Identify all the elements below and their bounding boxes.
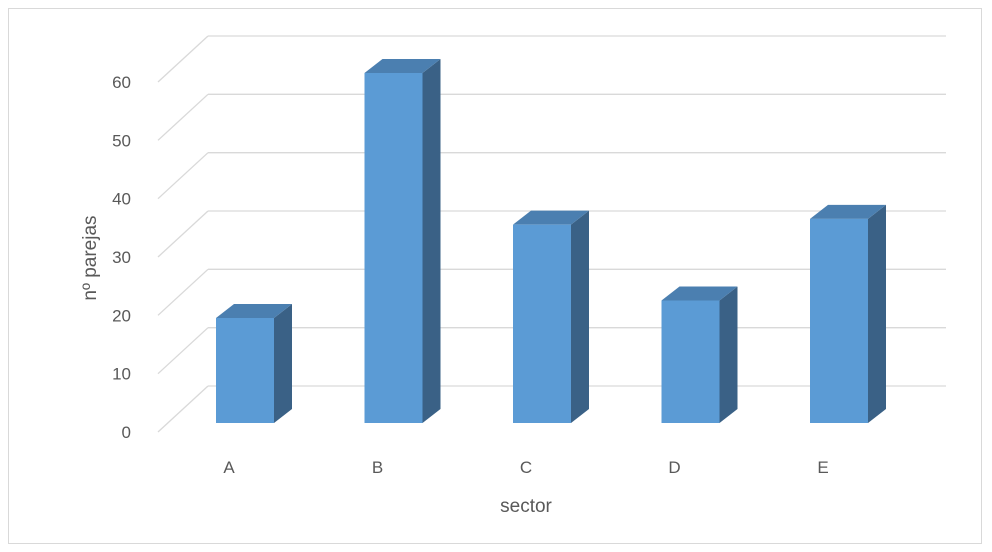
gridline — [157, 93, 946, 141]
y-axis-ticks: 0 10 20 30 40 50 60 — [112, 73, 131, 442]
bar-side — [571, 210, 589, 423]
y-tick-label: 40 — [112, 190, 131, 209]
bar-front — [810, 218, 868, 423]
bar-side — [422, 59, 441, 423]
x-tick-label: C — [520, 458, 532, 477]
bar-side — [868, 204, 886, 423]
bar-front — [364, 73, 423, 423]
bar-C — [513, 210, 589, 423]
x-tick-label: B — [372, 458, 383, 477]
x-axis-title: sector — [500, 496, 552, 517]
x-axis-ticks: A B C D E — [223, 458, 828, 477]
gridline — [157, 152, 946, 200]
bar-front — [661, 300, 720, 423]
bar-top — [513, 210, 589, 225]
bar-side — [719, 286, 738, 423]
y-tick-label: 10 — [112, 365, 131, 384]
bar-B — [364, 59, 441, 423]
bar-front — [216, 318, 274, 423]
bar-top — [810, 204, 886, 219]
y-tick-label: 20 — [112, 306, 131, 325]
x-tick-label: E — [817, 458, 828, 477]
bar-A — [216, 304, 292, 423]
bar-front — [513, 224, 571, 423]
bar-D — [661, 286, 738, 423]
bar-top — [661, 286, 738, 301]
y-axis-title: nº parejas — [80, 215, 101, 300]
bar-top — [216, 304, 292, 318]
x-tick-label: A — [223, 458, 235, 477]
y-tick-label: 50 — [112, 131, 131, 150]
gridline — [157, 35, 946, 83]
bar-side — [274, 304, 292, 423]
y-tick-label: 30 — [112, 248, 131, 267]
y-tick-label: 0 — [122, 423, 131, 442]
bar-top — [364, 59, 441, 73]
bar-E — [810, 204, 886, 423]
x-tick-label: D — [668, 458, 680, 477]
bars — [216, 59, 886, 423]
y-tick-label: 60 — [112, 73, 131, 92]
